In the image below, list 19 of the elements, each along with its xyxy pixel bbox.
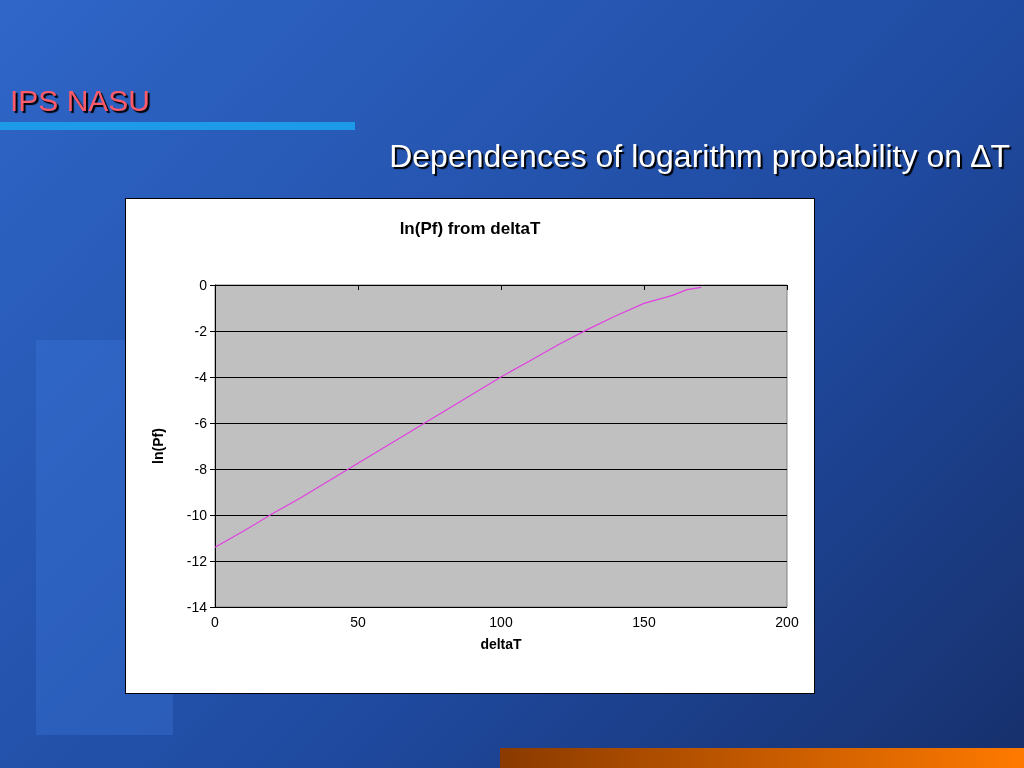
y-tick-label: -6 — [194, 415, 208, 431]
y-tick-label: -14 — [186, 599, 208, 615]
line-series — [214, 286, 702, 548]
y-axis-title: ln(Pf) — [150, 428, 166, 464]
text: IPS NASU — [10, 84, 151, 118]
chart-title: ln(Pf) from deltaT — [399, 219, 541, 238]
y-tick-label: -2 — [194, 323, 208, 339]
y-tick-label: -8 — [194, 461, 208, 477]
x-axis-title: deltaT — [480, 636, 523, 652]
x-tick-label: 50 — [350, 614, 366, 630]
x-tick-label: 150 — [632, 614, 656, 630]
y-tick-label: 0 — [199, 277, 208, 293]
y-tick-label: -12 — [186, 553, 208, 569]
text: Dependences of logarithm probability on ∆T — [389, 138, 1010, 175]
y-tick-label: -10 — [186, 507, 208, 523]
y-tick-label: -4 — [194, 369, 208, 385]
x-tick-label: 100 — [489, 614, 513, 630]
x-tick-label: 0 — [211, 614, 220, 630]
x-tick-label: 200 — [775, 614, 799, 630]
